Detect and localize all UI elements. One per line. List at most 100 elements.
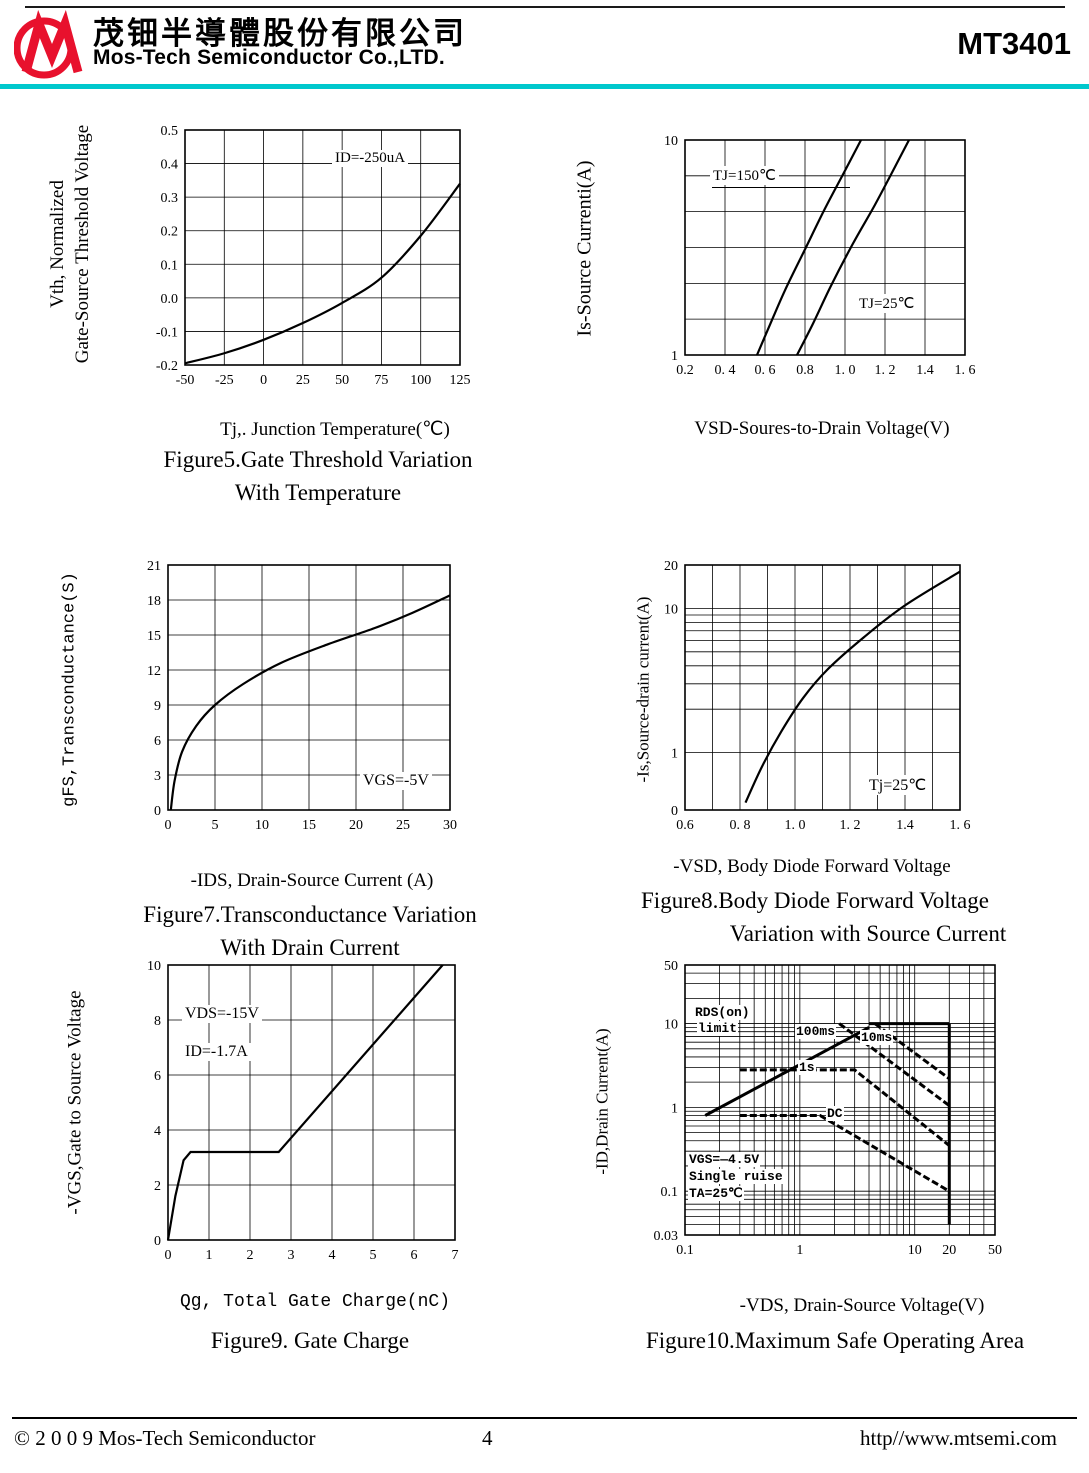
fig8-caption-line1: Figure8.Body Diode Forward Voltage [641, 888, 989, 913]
svg-text:0. 8: 0. 8 [730, 818, 751, 833]
svg-text:2: 2 [247, 1248, 254, 1263]
svg-text:1.4: 1.4 [896, 818, 914, 833]
svg-text:3: 3 [154, 769, 161, 784]
svg-text:0.1: 0.1 [661, 1185, 679, 1200]
fig8-annotation: Tj=25℃ [866, 775, 930, 795]
svg-text:5: 5 [370, 1248, 377, 1263]
fig6-ylabel: Is-Source Currenti(A) [573, 160, 596, 337]
fig8-caption-line2: Variation with Source Current [729, 921, 1007, 946]
svg-text:0.5: 0.5 [161, 124, 179, 139]
svg-text:100: 100 [410, 373, 431, 388]
svg-text:21: 21 [147, 559, 161, 574]
svg-text:10: 10 [908, 1243, 922, 1258]
fig10-annotation-dc: DC [826, 1106, 844, 1121]
top-rule [25, 6, 1065, 8]
fig7-xlabel: -IDS, Drain-Source Current (A) [190, 870, 434, 891]
fig5-chart: -50 -25 0 25 50 75 100 125 0.5 0.4 0.3 0.2 0.1 0.0 -0.… [156, 124, 471, 388]
svg-text:1: 1 [796, 1243, 803, 1258]
svg-text:18: 18 [147, 594, 161, 609]
svg-text:0.03: 0.03 [654, 1229, 679, 1244]
svg-text:50: 50 [335, 373, 349, 388]
svg-text:1.4: 1.4 [916, 363, 934, 378]
fig9-annotation-vds: VDS=-15V [182, 1005, 262, 1023]
svg-text:2: 2 [154, 1179, 161, 1194]
svg-text:30: 30 [443, 818, 457, 833]
svg-text:0.2: 0.2 [161, 225, 179, 240]
fig5-ylabel-line1: Vth, Normalized [47, 180, 68, 308]
fig6-xlabel: VSD-Soures-to-Drain Voltage(V) [694, 418, 950, 439]
fig10-annotation-single-pulse: Single ruise [688, 1169, 784, 1184]
svg-text:0: 0 [165, 1248, 172, 1263]
fig6-annotation-tj150: TJ=150℃ [710, 166, 779, 185]
svg-text:50: 50 [988, 1243, 1002, 1258]
svg-text:0: 0 [165, 818, 172, 833]
svg-text:10: 10 [664, 134, 678, 149]
svg-text:1. 2: 1. 2 [875, 363, 896, 378]
fig10-annotation-vgs: VGS=—4.5V [688, 1152, 761, 1167]
fig5-annotation: ID=-250uA [332, 150, 409, 167]
fig7-annotation: VGS=-5V [360, 772, 432, 790]
svg-text:50: 50 [664, 959, 678, 974]
svg-text:0.1: 0.1 [161, 258, 179, 273]
fig10-annotation-ta: TA=25℃ [688, 1186, 744, 1201]
svg-text:0. 6: 0. 6 [755, 363, 776, 378]
svg-text:-50: -50 [176, 373, 195, 388]
fig9-caption: Figure9. Gate Charge [210, 1328, 410, 1353]
part-number: MT3401 [957, 26, 1071, 61]
svg-text:0: 0 [671, 804, 678, 819]
fig10-caption: Figure10.Maximum Safe Operating Area [645, 1328, 1025, 1353]
fig5-ylabel: Vth, Normalized Gate-Source Threshold Vo… [45, 74, 95, 414]
footer-copyright: © 2 0 0 9 Mos-Tech Semiconductor [14, 1426, 316, 1450]
svg-text:0.1: 0.1 [676, 1243, 694, 1258]
svg-text:-0.2: -0.2 [156, 359, 178, 374]
svg-text:0.6: 0.6 [676, 818, 694, 833]
svg-text:4: 4 [154, 1124, 161, 1139]
fig9-chart: 0 1 2 3 4 5 6 7 10 8 6 4 2 0 [147, 959, 459, 1263]
svg-text:7: 7 [452, 1248, 459, 1263]
fig6-chart: 0.2 0. 4 0. 6 0.8 1. 0 1. 2 1.4 1. 6 10 1 [664, 134, 976, 378]
svg-text:6: 6 [154, 1069, 161, 1084]
footer-rule [12, 1417, 1077, 1419]
svg-text:8: 8 [154, 1014, 161, 1029]
svg-text:6: 6 [154, 734, 161, 749]
fig9-annotation-id: ID=-1.7A [182, 1043, 251, 1061]
footer-page-number: 4 [482, 1426, 493, 1450]
fig5-caption-line2: With Temperature [234, 480, 402, 505]
fig6-annotation-tj25: TJ=25℃ [856, 294, 918, 313]
svg-text:25: 25 [396, 818, 410, 833]
svg-text:0.2: 0.2 [676, 363, 694, 378]
svg-text:0.8: 0.8 [796, 363, 814, 378]
svg-text:0: 0 [154, 1234, 161, 1249]
svg-text:0.0: 0.0 [161, 292, 179, 307]
svg-text:75: 75 [374, 373, 388, 388]
fig8-xlabel: -VSD, Body Diode Forward Voltage [673, 856, 951, 877]
svg-text:20: 20 [349, 818, 363, 833]
fig10-annotation-1s: 1s [798, 1060, 816, 1075]
fig5-caption-line1: Figure5.Gate Threshold Variation [163, 447, 473, 472]
fig6-annotation-leader [712, 187, 850, 188]
svg-text:15: 15 [302, 818, 316, 833]
svg-text:4: 4 [329, 1248, 336, 1263]
fig10-annotation-rds-line1: RDS(on) [694, 1005, 751, 1020]
svg-text:10: 10 [147, 959, 161, 974]
svg-text:1: 1 [206, 1248, 213, 1263]
svg-text:1. 2: 1. 2 [840, 818, 861, 833]
svg-text:1. 0: 1. 0 [835, 363, 856, 378]
svg-text:15: 15 [147, 629, 161, 644]
svg-text:1: 1 [671, 747, 678, 762]
svg-text:0.4: 0.4 [161, 158, 179, 173]
fig7-ylabel: gFS,Transconductance(S) [60, 572, 80, 807]
fig7-caption-line2: With Drain Current [220, 935, 400, 960]
header-accent-bar [0, 84, 1089, 89]
company-name-chinese: 茂钿半導體股份有限公司 [93, 16, 467, 51]
svg-text:1. 6: 1. 6 [955, 363, 976, 378]
footer-website: http//www.mtsemi.com [860, 1426, 1057, 1450]
fig10-annotation-10ms: 10ms [860, 1030, 894, 1045]
fig5-ylabel-line2: Gate-Source Threshold Voltage [72, 124, 93, 364]
svg-text:0. 4: 0. 4 [715, 363, 736, 378]
svg-text:3: 3 [288, 1248, 295, 1263]
svg-text:10: 10 [255, 818, 269, 833]
